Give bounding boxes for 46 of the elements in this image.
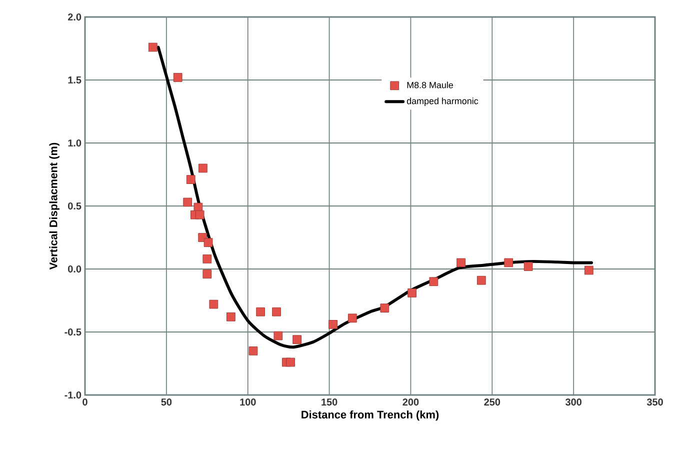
point [328,320,338,329]
point [348,314,357,323]
y-tick-label: 0.5 [68,202,82,210]
point [292,335,302,344]
y-tick-label: 1.0 [68,139,82,147]
point [209,300,218,309]
x-tick-label: 100 [240,398,256,406]
x-tick-label: 50 [161,398,172,406]
point [202,270,212,278]
point [198,164,208,173]
point [504,258,514,268]
point [226,312,236,322]
point [256,307,265,316]
x-tick-label: 350 [646,398,663,406]
y-tick-label: 1.5 [68,76,82,84]
point [183,198,192,207]
point [202,254,212,264]
y-tick-label: -0.5 [64,328,82,336]
point [286,358,295,367]
y-tick-label: -1.0 [64,391,82,399]
point [195,210,204,220]
x-tick-label: 250 [484,398,500,406]
point [524,262,533,271]
point [272,307,281,316]
x-tick-label: 150 [322,398,338,406]
point [429,277,438,286]
point [476,276,486,285]
point [584,266,594,275]
x-tick-label: 0 [82,398,88,406]
point [204,238,213,247]
point [173,73,182,82]
legend-label: M8.8 Maule [407,82,454,88]
y-axis-title: Vertical Displacment (m) [49,142,60,270]
x-tick-label: 200 [402,398,419,406]
point [408,288,416,298]
legend-label: damped harmonic [406,98,478,106]
y-tick-label: 0.0 [68,265,82,273]
point [456,258,466,268]
point [274,331,283,340]
x-tick-label: 300 [566,398,582,406]
point [248,346,258,356]
x-axis-title: Distance from Trench (km) [302,410,439,421]
point [148,42,158,52]
point [380,304,390,312]
y-tick-label: 2.0 [68,13,82,21]
point [186,175,196,184]
